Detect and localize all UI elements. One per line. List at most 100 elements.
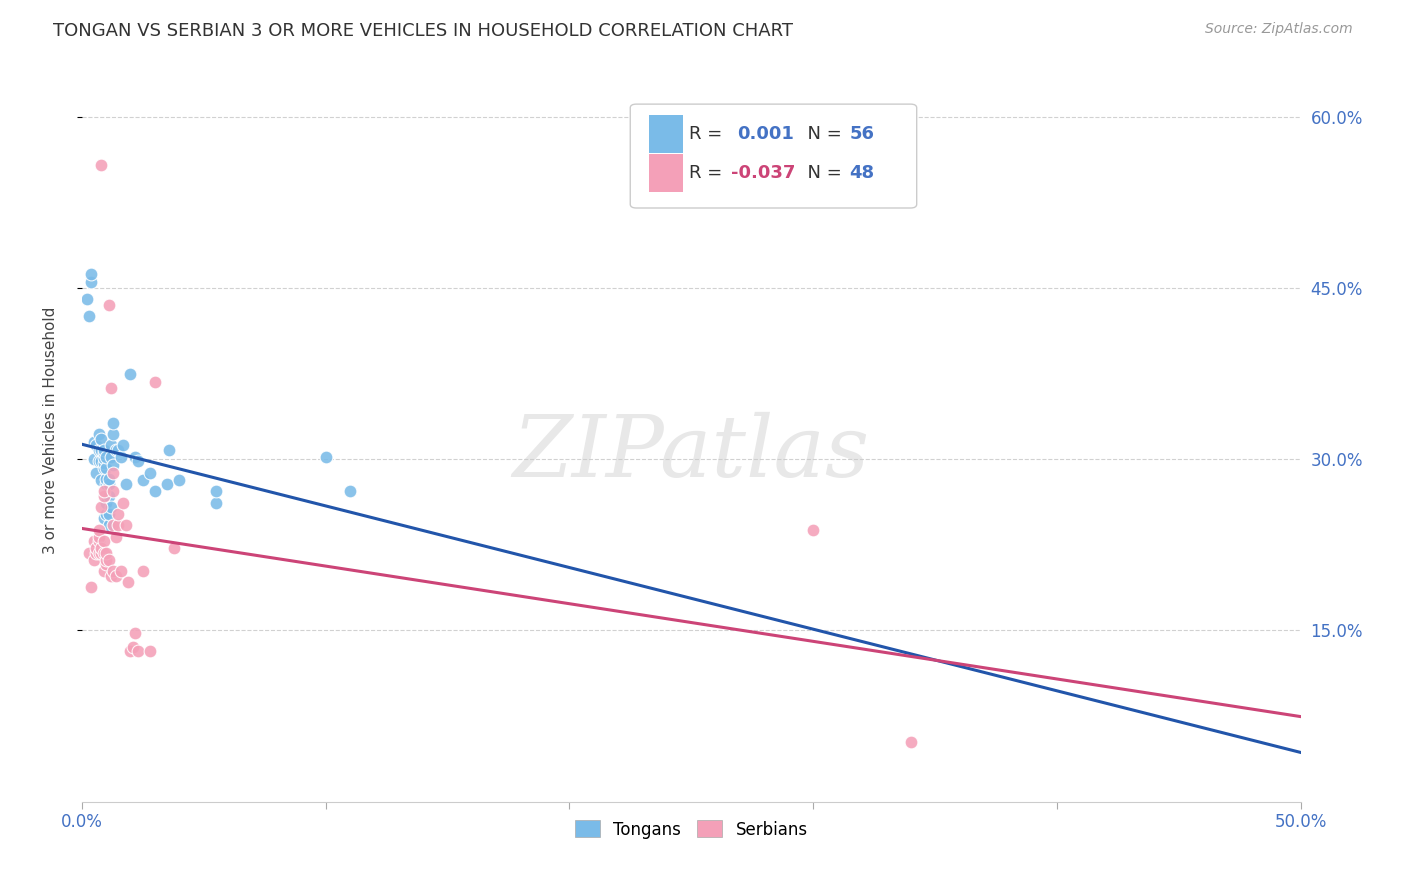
Point <box>83 435 105 450</box>
Point <box>80 580 103 594</box>
Point <box>107 442 129 457</box>
Point <box>93 546 115 560</box>
Point <box>94 495 117 509</box>
Point <box>97 489 120 503</box>
Point <box>100 450 122 464</box>
Point <box>315 450 337 464</box>
Point <box>103 466 125 480</box>
Point <box>87 454 110 468</box>
Point <box>114 477 136 491</box>
Point <box>167 473 190 487</box>
Point <box>110 564 132 578</box>
Point <box>93 456 115 470</box>
Point <box>94 471 117 485</box>
Point <box>87 427 110 442</box>
Point <box>94 546 117 560</box>
Point <box>112 438 135 452</box>
Point <box>86 541 108 556</box>
Point <box>93 489 115 503</box>
Point <box>93 534 115 549</box>
Point <box>120 644 142 658</box>
Point <box>900 735 922 749</box>
Point <box>143 375 166 389</box>
Text: Source: ZipAtlas.com: Source: ZipAtlas.com <box>1205 22 1353 37</box>
Point <box>90 546 112 560</box>
Point <box>87 442 110 457</box>
Point <box>83 552 105 566</box>
Point <box>90 158 112 172</box>
Point <box>94 461 117 475</box>
Text: R =: R = <box>689 125 734 143</box>
Point <box>103 518 125 533</box>
Point <box>107 518 129 533</box>
Point <box>93 446 115 460</box>
Point <box>107 507 129 521</box>
Point <box>90 473 112 487</box>
Text: N =: N = <box>796 164 848 182</box>
Text: TONGAN VS SERBIAN 3 OR MORE VEHICLES IN HOUSEHOLD CORRELATION CHART: TONGAN VS SERBIAN 3 OR MORE VEHICLES IN … <box>53 22 793 40</box>
Text: N =: N = <box>796 125 848 143</box>
Legend: Tongans, Serbians: Tongans, Serbians <box>568 814 814 846</box>
Point <box>114 518 136 533</box>
Point <box>90 454 112 468</box>
Point <box>156 477 179 491</box>
Point <box>94 450 117 464</box>
Point <box>94 507 117 521</box>
FancyBboxPatch shape <box>630 104 917 208</box>
Point <box>83 534 105 549</box>
Point <box>100 381 122 395</box>
Point <box>87 546 110 560</box>
Point <box>124 625 146 640</box>
Point <box>163 541 186 556</box>
Point <box>139 466 162 480</box>
Point <box>103 484 125 499</box>
Point <box>110 450 132 464</box>
Point <box>139 644 162 658</box>
Point <box>90 500 112 514</box>
Text: ZIPatlas: ZIPatlas <box>513 411 870 494</box>
Point <box>86 466 108 480</box>
Text: 48: 48 <box>849 164 875 182</box>
Point <box>159 442 181 457</box>
Point <box>86 546 108 560</box>
Point <box>87 534 110 549</box>
Point <box>801 523 824 537</box>
Point <box>112 495 135 509</box>
Point <box>103 564 125 578</box>
Point <box>104 568 127 582</box>
Point <box>122 640 145 655</box>
Text: -0.037: -0.037 <box>731 164 796 182</box>
Point <box>80 275 103 289</box>
Point <box>120 367 142 381</box>
Point <box>87 523 110 537</box>
Point <box>93 484 115 499</box>
Point <box>103 458 125 472</box>
Point <box>90 541 112 556</box>
Point <box>124 450 146 464</box>
Text: 56: 56 <box>849 125 875 143</box>
Point <box>100 500 122 514</box>
Point <box>93 450 115 465</box>
FancyBboxPatch shape <box>648 153 683 193</box>
Point <box>131 564 153 578</box>
Point <box>93 511 115 525</box>
Point <box>80 267 103 281</box>
Point <box>77 546 100 560</box>
Point <box>97 298 120 312</box>
Point <box>100 438 122 452</box>
Point <box>94 557 117 571</box>
Point <box>97 552 120 566</box>
Point <box>77 310 100 324</box>
Point <box>97 518 120 533</box>
Point <box>87 530 110 544</box>
Point <box>93 564 115 578</box>
Point <box>93 442 115 457</box>
Point <box>104 442 127 457</box>
Point <box>104 530 127 544</box>
Point <box>76 293 98 307</box>
Point <box>127 644 149 658</box>
Point <box>117 575 139 590</box>
Point <box>143 484 166 499</box>
Point <box>204 495 226 509</box>
Point <box>90 442 112 457</box>
